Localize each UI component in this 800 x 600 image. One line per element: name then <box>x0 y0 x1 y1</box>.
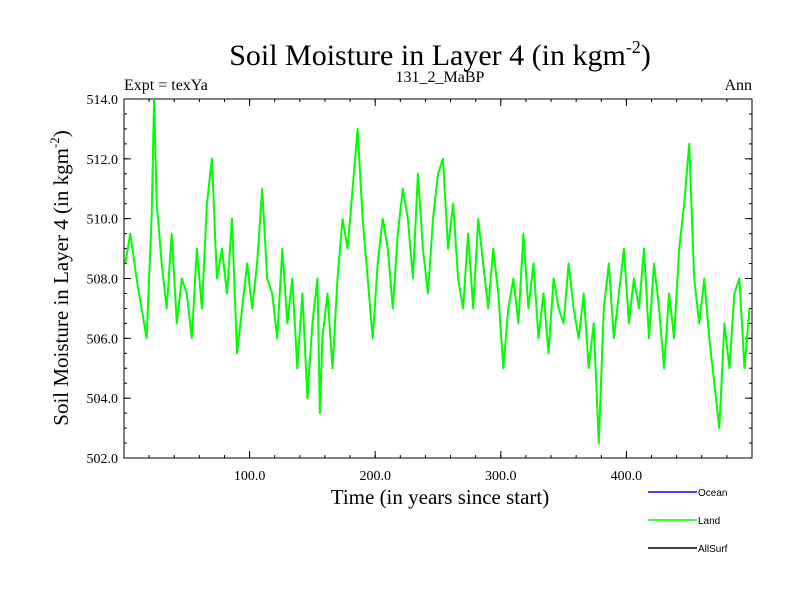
y-tick-label: 508.0 <box>87 273 119 288</box>
y-tick-label: 514.0 <box>87 93 119 108</box>
x-axis-ticks: 100.0 200.0 300.0 400.0 <box>148 99 728 484</box>
subtitle-left: Expt = texYa <box>124 77 208 94</box>
subtitle-right: Ann <box>724 77 752 94</box>
y-tick-label: 504.0 <box>87 392 119 407</box>
chart-title-superscript: -2 <box>626 37 641 57</box>
series-layer <box>124 99 751 444</box>
y-tick-label: 510.0 <box>87 213 119 228</box>
y-axis-ticks: 502.0 504.0 506.0 508.0 510.0 512.0 514.0 <box>87 93 752 467</box>
y-axis-label-superscript: -2 <box>47 137 62 148</box>
chart-title: Soil Moisture in Layer 4 (in kgm-2) <box>229 37 651 72</box>
x-tick-label: 200.0 <box>359 469 391 484</box>
x-tick-label: 100.0 <box>234 469 266 484</box>
x-tick-label: 300.0 <box>485 469 517 484</box>
series-line-land <box>124 99 751 444</box>
legend-label-allsurf: AllSurf <box>698 544 728 555</box>
y-tick-label: 512.0 <box>87 153 119 168</box>
x-tick-label: 400.0 <box>611 469 643 484</box>
subtitle-center: 131_2_MaBP <box>396 69 485 86</box>
y-axis-label: Soil Moisture in Layer 4 (in kgm-2) <box>47 130 73 425</box>
legend-label-ocean: Ocean <box>698 488 727 499</box>
plot-frame <box>123 98 753 459</box>
y-tick-label: 506.0 <box>87 332 119 347</box>
legend: Ocean Land AllSurf <box>648 488 728 555</box>
y-tick-label: 502.0 <box>87 452 119 467</box>
legend-label-land: Land <box>698 516 720 527</box>
x-axis-label: Time (in years since start) <box>331 485 550 509</box>
